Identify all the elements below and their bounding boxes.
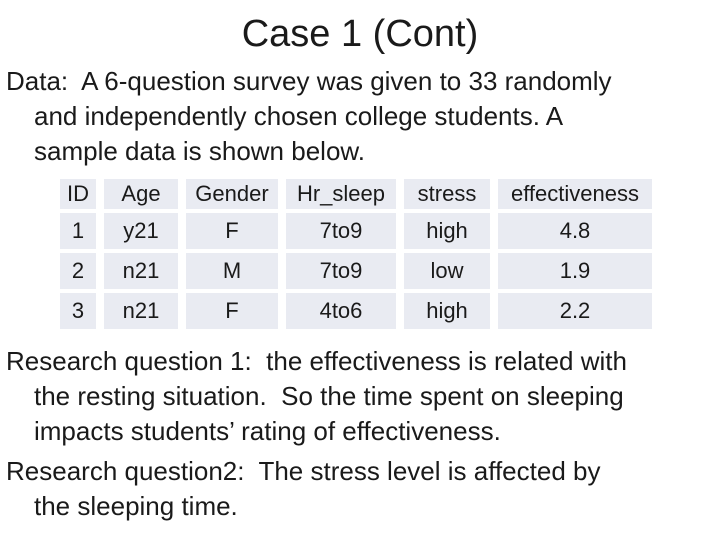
cell-id: 3 <box>60 293 96 329</box>
cell-stress: low <box>404 253 490 289</box>
research-question-1-line-1: Research question 1: the effectiveness i… <box>6 346 627 376</box>
cell-hr-sleep: 4to6 <box>286 293 396 329</box>
research-question-2-line-1: Research question2: The stress level is … <box>6 456 601 486</box>
data-description-paragraph: Data: A 6-question survey was given to 3… <box>0 64 720 169</box>
cell-age: n21 <box>104 293 178 329</box>
cell-id: 1 <box>60 213 96 249</box>
column-header-stress: stress <box>404 179 490 209</box>
data-description-line-1: Data: A 6-question survey was given to 3… <box>6 66 612 96</box>
table-row: 3 n21 F 4to6 high 2.2 <box>60 293 652 329</box>
data-description-line-3: sample data is shown below. <box>34 136 365 166</box>
cell-effectiveness: 2.2 <box>498 293 652 329</box>
table-row: 2 n21 M 7to9 low 1.9 <box>60 253 652 289</box>
column-header-hr-sleep: Hr_sleep <box>286 179 396 209</box>
table-row: 1 y21 F 7to9 high 4.8 <box>60 213 652 249</box>
cell-hr-sleep: 7to9 <box>286 253 396 289</box>
research-question-1-line-2: the resting situation. So the time spent… <box>34 381 624 411</box>
sample-data-table: ID Age Gender Hr_sleep stress effectiven… <box>52 175 660 333</box>
cell-gender: M <box>186 253 278 289</box>
cell-age: n21 <box>104 253 178 289</box>
research-question-1-line-3: impacts students’ rating of effectivenes… <box>34 416 501 446</box>
column-header-age: Age <box>104 179 178 209</box>
cell-effectiveness: 1.9 <box>498 253 652 289</box>
cell-gender: F <box>186 293 278 329</box>
cell-id: 2 <box>60 253 96 289</box>
cell-gender: F <box>186 213 278 249</box>
slide-title: Case 1 (Cont) <box>241 13 479 55</box>
cell-effectiveness: 4.8 <box>498 213 652 249</box>
cell-hr-sleep: 7to9 <box>286 213 396 249</box>
column-header-gender: Gender <box>186 179 278 209</box>
research-question-1-paragraph: Research question 1: the effectiveness i… <box>0 344 720 449</box>
column-header-effectiveness: effectiveness <box>498 179 652 209</box>
cell-stress: high <box>404 213 490 249</box>
research-question-2-line-2: the sleeping time. <box>34 491 238 521</box>
data-description-line-2: and independently chosen college student… <box>34 101 564 131</box>
cell-age: y21 <box>104 213 178 249</box>
cell-stress: high <box>404 293 490 329</box>
column-header-id: ID <box>60 179 96 209</box>
table-header-row: ID Age Gender Hr_sleep stress effectiven… <box>60 179 652 209</box>
research-question-2-paragraph: Research question2: The stress level is … <box>0 454 720 524</box>
